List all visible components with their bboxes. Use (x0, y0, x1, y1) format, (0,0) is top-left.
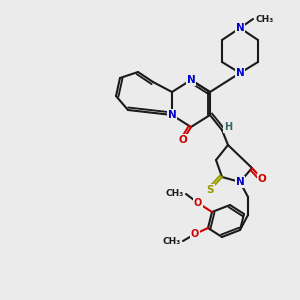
Text: CH₃: CH₃ (255, 14, 273, 23)
Text: CH₃: CH₃ (163, 236, 181, 245)
Text: O: O (178, 135, 188, 145)
Text: CH₃: CH₃ (166, 190, 184, 199)
Text: N: N (236, 23, 244, 33)
Text: O: O (194, 198, 202, 208)
Text: N: N (236, 177, 244, 187)
Text: O: O (191, 229, 199, 239)
Text: N: N (236, 68, 244, 78)
Text: S: S (206, 185, 214, 195)
Text: H: H (224, 122, 232, 132)
Text: N: N (168, 110, 176, 120)
Text: O: O (258, 174, 266, 184)
Text: N: N (187, 75, 195, 85)
